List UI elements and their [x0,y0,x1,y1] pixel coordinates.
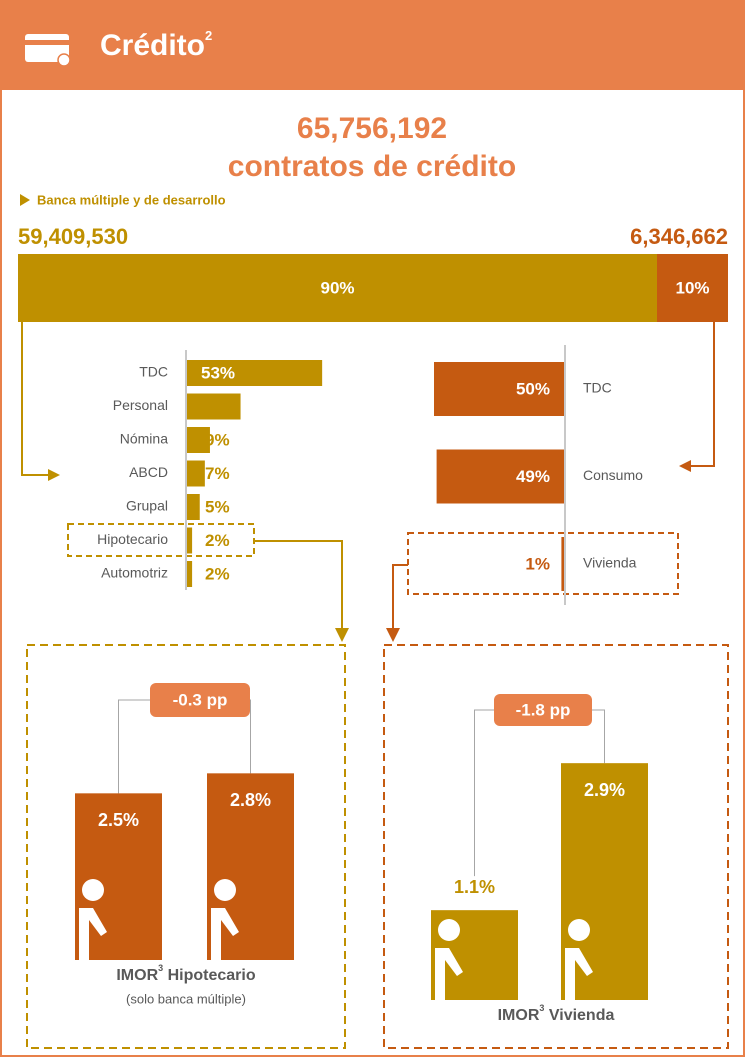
split-count: 6,346,662 [630,224,728,249]
value-label: 7% [205,464,230,483]
value-label: 21% [205,397,239,416]
split-segment [18,254,657,322]
bracket [250,699,251,774]
header-bar [0,0,745,90]
split-segment [657,254,728,322]
title-text: Crédito [100,29,205,62]
title-superscript: 3 [539,1003,544,1013]
category-label: Grupal [126,498,168,514]
bar [187,427,210,453]
person-head [438,919,460,941]
value-label: 2.8% [230,790,271,810]
total-number: 65,756,192 [297,112,447,145]
subtitle: Banca múltiple y de desarrollo [37,192,226,207]
bar [75,793,162,960]
person-icon [79,879,107,960]
value-label: 1.1% [454,877,495,897]
split-label: 90% [320,278,354,297]
value-label: 50% [516,379,550,398]
category-label: Nómina [120,431,168,447]
person-body [211,908,239,960]
category-label: TDC [139,364,168,380]
bar [187,360,323,386]
category-label: Hipotecario [97,531,168,547]
category-label: Consumo [583,467,643,483]
difference-box [150,683,250,717]
title-part: IMOR [498,1007,540,1024]
value-label: 9% [205,430,230,449]
difference-label: -0.3 pp [173,690,228,709]
bar [436,449,564,504]
title-part: IMOR [116,967,158,984]
total-label: contratos de crédito [228,150,516,183]
person-body [79,908,107,960]
person-head [568,919,590,941]
value-label: 2.9% [584,780,625,800]
value-label: 5% [205,497,230,516]
bar [187,527,193,554]
person-icon [435,919,463,1000]
bracket [474,709,494,877]
value-label: 2% [205,564,230,583]
chart-title: IMOR3 Hipotecario [116,963,255,984]
category-label: TDC [583,380,612,396]
category-label: Vivienda [583,555,637,571]
value-label: 2% [205,531,230,550]
category-label: Automotriz [101,565,168,581]
connectors [21,322,729,1049]
value-label: 2.5% [98,810,139,830]
bracket [118,699,150,794]
card-icon [25,34,71,67]
value-label: 53% [201,363,235,382]
person-body [565,948,593,1000]
split-label: 10% [675,278,709,297]
bar [187,460,205,487]
person-icon [211,879,239,960]
difference-label: -1.8 pp [516,700,571,719]
bar [561,537,564,591]
header-title: Crédito2 [100,28,212,61]
person-body [435,948,463,1000]
title-part: Vivienda [549,1007,615,1024]
split-count: 59,409,530 [18,224,128,249]
bar [187,494,200,520]
person-head [214,879,236,901]
chart-note: (solo banca múltiple) [126,991,246,1006]
chart-title: IMOR3 Vivienda [498,1003,615,1024]
person-head [82,879,104,901]
title-part: Hipotecario [168,967,256,984]
value-label: 1% [525,554,550,573]
subtitle-arrow [20,194,30,206]
category-label: Personal [113,397,168,413]
title-superscript: 2 [205,28,212,43]
bar [207,773,294,960]
value-label: 49% [516,467,550,486]
person-icon [565,919,593,1000]
difference-box [494,694,592,726]
bracket [592,709,605,764]
bar [187,561,193,587]
bar [434,362,564,416]
bar [187,393,241,420]
category-label: ABCD [129,464,168,480]
title-superscript: 3 [158,963,163,973]
